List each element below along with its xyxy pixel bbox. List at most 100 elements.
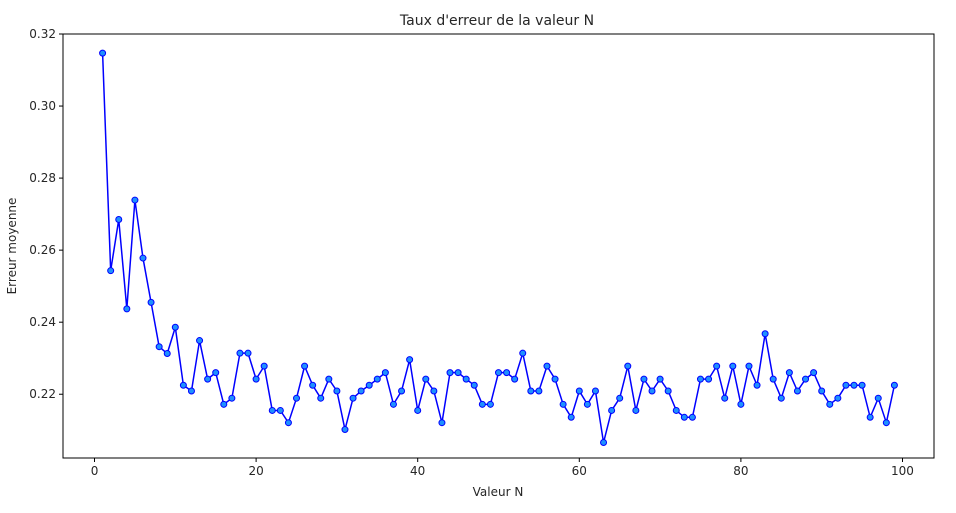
data-point bbox=[252, 375, 260, 383]
x-tick-label: 80 bbox=[733, 464, 748, 478]
data-point bbox=[357, 387, 365, 395]
data-point bbox=[850, 381, 858, 389]
data-point bbox=[834, 394, 842, 402]
data-point bbox=[325, 375, 333, 383]
data-point bbox=[583, 400, 591, 408]
data-point bbox=[511, 375, 519, 383]
x-tick-label: 0 bbox=[91, 464, 99, 478]
data-point bbox=[204, 375, 212, 383]
data-point bbox=[818, 387, 826, 395]
data-point bbox=[648, 387, 656, 395]
data-point bbox=[422, 375, 430, 383]
data-point bbox=[349, 394, 357, 402]
data-point bbox=[260, 362, 268, 370]
data-point bbox=[664, 387, 672, 395]
chart-title: Taux d'erreur de la valeur N bbox=[399, 13, 594, 29]
data-point bbox=[793, 387, 801, 395]
data-point bbox=[284, 419, 292, 427]
data-point bbox=[365, 381, 373, 389]
x-tick-label: 60 bbox=[572, 464, 587, 478]
plot-area bbox=[63, 34, 934, 458]
y-axis: 0.22 0.24 0.26 0.28 0.30 0.32 bbox=[29, 27, 63, 401]
data-point bbox=[753, 381, 761, 389]
y-tick-label: 0.32 bbox=[29, 27, 56, 41]
data-point bbox=[171, 323, 179, 331]
y-tick-label: 0.28 bbox=[29, 171, 56, 185]
data-point bbox=[575, 387, 583, 395]
data-point bbox=[696, 375, 704, 383]
x-axis: 0 20 40 60 80 100 bbox=[91, 458, 914, 478]
data-point bbox=[317, 394, 325, 402]
data-point bbox=[462, 375, 470, 383]
data-point bbox=[721, 394, 729, 402]
data-point bbox=[624, 362, 632, 370]
plot-frame bbox=[62, 33, 935, 459]
y-tick-label: 0.24 bbox=[29, 315, 56, 329]
data-point bbox=[293, 394, 301, 402]
data-point bbox=[672, 406, 680, 414]
data-point bbox=[688, 413, 696, 421]
data-point bbox=[187, 387, 195, 395]
data-point bbox=[131, 196, 139, 204]
data-point bbox=[769, 375, 777, 383]
data-point bbox=[680, 413, 688, 421]
data-point bbox=[600, 439, 608, 447]
data-point bbox=[389, 400, 397, 408]
data-point bbox=[220, 400, 228, 408]
data-point bbox=[381, 369, 389, 377]
data-point bbox=[729, 362, 737, 370]
y-axis-label: Erreur moyenne bbox=[5, 198, 19, 295]
data-point bbox=[196, 337, 204, 345]
data-point bbox=[559, 400, 567, 408]
data-point bbox=[874, 394, 882, 402]
data-point bbox=[826, 400, 834, 408]
y-tick-label: 0.30 bbox=[29, 99, 56, 113]
data-point bbox=[123, 305, 131, 313]
data-point bbox=[406, 356, 414, 364]
data-point bbox=[446, 369, 454, 377]
data-point bbox=[244, 349, 252, 357]
data-point bbox=[107, 267, 115, 275]
data-point bbox=[147, 298, 155, 306]
x-tick-label: 20 bbox=[248, 464, 263, 478]
data-point bbox=[591, 387, 599, 395]
data-point bbox=[858, 381, 866, 389]
data-point bbox=[608, 406, 616, 414]
data-point bbox=[470, 381, 478, 389]
data-point bbox=[785, 369, 793, 377]
data-point bbox=[866, 413, 874, 421]
data-point bbox=[155, 343, 163, 351]
data-point bbox=[737, 400, 745, 408]
data-point bbox=[373, 375, 381, 383]
data-point bbox=[430, 387, 438, 395]
data-point bbox=[414, 406, 422, 414]
data-point bbox=[632, 406, 640, 414]
data-point bbox=[640, 375, 648, 383]
data-point bbox=[139, 254, 147, 262]
data-point bbox=[761, 330, 769, 338]
data-point bbox=[454, 369, 462, 377]
data-point bbox=[179, 381, 187, 389]
data-point bbox=[777, 394, 785, 402]
x-tick-label: 100 bbox=[891, 464, 914, 478]
data-point bbox=[309, 381, 317, 389]
data-point bbox=[438, 419, 446, 427]
data-point bbox=[228, 394, 236, 402]
data-point bbox=[882, 419, 890, 427]
y-tick-label: 0.22 bbox=[29, 387, 56, 401]
data-point bbox=[163, 350, 171, 358]
data-layer bbox=[99, 49, 898, 447]
data-point bbox=[212, 369, 220, 377]
y-tick-label: 0.26 bbox=[29, 243, 56, 257]
data-point bbox=[486, 400, 494, 408]
data-point bbox=[276, 406, 284, 414]
data-point bbox=[478, 400, 486, 408]
data-point bbox=[115, 216, 123, 224]
data-point bbox=[268, 406, 276, 414]
data-point bbox=[527, 387, 535, 395]
data-point bbox=[341, 426, 349, 434]
data-point bbox=[519, 349, 527, 357]
data-point bbox=[802, 375, 810, 383]
x-axis-label: Valeur N bbox=[473, 485, 524, 499]
